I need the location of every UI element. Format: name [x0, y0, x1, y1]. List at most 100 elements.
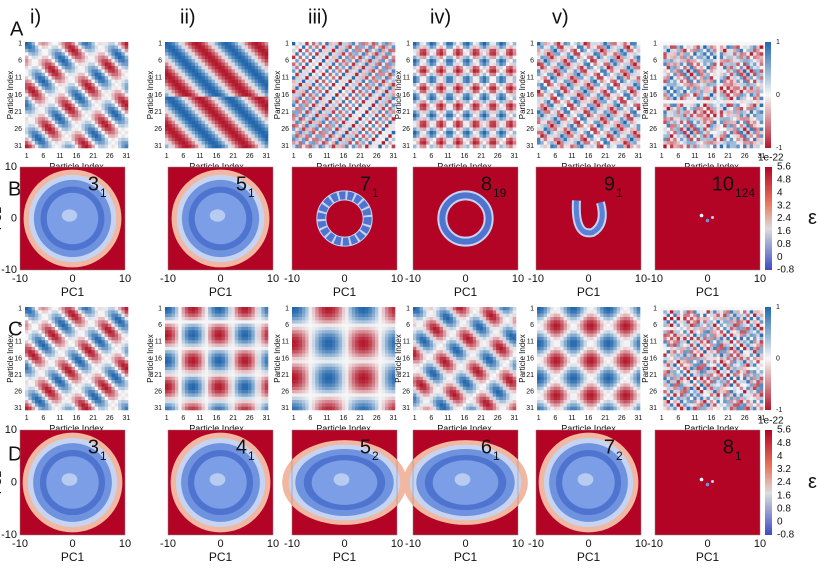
matrix-cell	[416, 65, 420, 70]
matrix-cell	[537, 59, 541, 63]
matrix-cell	[633, 42, 637, 46]
matrix-cell	[264, 144, 269, 149]
matrix-cell	[231, 52, 236, 56]
matrix-cell	[419, 42, 424, 46]
matrix-cell	[244, 72, 249, 77]
matrix-cell	[391, 93, 396, 98]
matrix-cell	[165, 110, 169, 115]
matrix-cell	[248, 113, 252, 118]
matrix-cell	[124, 45, 129, 50]
matrix-cell	[308, 100, 313, 104]
matrix-cell	[171, 48, 176, 53]
matrix-cell	[620, 62, 624, 67]
matrix-cell	[439, 83, 444, 87]
matrix-cell	[41, 69, 46, 74]
matrix-cell	[502, 48, 507, 53]
matrix-cell	[556, 83, 561, 87]
matrix-cell	[64, 76, 69, 80]
matrix-cell	[34, 65, 39, 70]
matrix-cell	[124, 96, 129, 101]
matrix-cell	[58, 144, 62, 149]
matrix-cell	[165, 144, 169, 149]
matrix-cell	[583, 42, 588, 46]
matrix-cell	[512, 59, 517, 63]
matrix-cell	[218, 62, 222, 67]
matrix-cell	[570, 110, 574, 115]
matrix-cell	[413, 86, 417, 91]
matrix-cell	[25, 72, 29, 77]
matrix-cell	[479, 79, 484, 84]
matrix-cell	[459, 76, 464, 80]
matrix-cell	[108, 120, 112, 125]
matrix-cell	[335, 79, 339, 84]
matrix-cell	[241, 86, 246, 91]
matrix-cell	[118, 55, 122, 60]
matrix-cell	[178, 48, 182, 53]
matrix-cell	[626, 89, 631, 94]
matrix-cell	[512, 137, 517, 142]
matrix-cell	[54, 137, 59, 142]
matrix-cell	[214, 89, 219, 94]
matrix-cell	[114, 124, 119, 128]
matrix-cell	[191, 79, 196, 84]
matrix-cell	[540, 106, 544, 111]
matrix-cell	[489, 76, 494, 80]
matrix-cell	[388, 65, 392, 70]
matrix-cell	[633, 144, 637, 149]
matrix-cell	[537, 144, 541, 149]
matrix-cell	[429, 79, 434, 84]
matrix-cell	[191, 69, 196, 74]
matrix-cell	[94, 93, 99, 98]
matrix-cell	[633, 69, 637, 74]
matrix-cell	[432, 42, 437, 46]
matrix-cell	[586, 120, 591, 125]
matrix-cell	[499, 106, 504, 111]
matrix-cell	[341, 144, 346, 149]
matrix-cell	[208, 52, 212, 56]
matrix-cell	[576, 141, 581, 145]
matrix-cell	[613, 100, 618, 104]
matrix-cell	[449, 134, 454, 139]
matrix-cell	[38, 72, 42, 77]
matrix-cell	[338, 134, 343, 139]
matrix-cell	[506, 45, 510, 50]
matrix-cell	[38, 93, 42, 98]
matrix-cell	[244, 103, 249, 108]
matrix-cell	[108, 103, 112, 108]
matrix-cell	[358, 103, 363, 108]
matrix-cell	[318, 76, 323, 80]
matrix-cell	[388, 93, 392, 98]
matrix-cell	[108, 141, 112, 145]
matrix-cell	[165, 120, 169, 125]
matrix-cell	[194, 89, 199, 94]
matrix-cell	[573, 62, 578, 67]
matrix-cell	[358, 59, 363, 63]
matrix-cell	[258, 96, 262, 101]
column-label: iii)	[308, 6, 328, 28]
y-tick-label: 21	[154, 109, 162, 116]
matrix-cell	[64, 106, 69, 111]
matrix-cell	[111, 120, 116, 125]
matrix-cell	[121, 110, 125, 115]
matrix-cell	[325, 86, 329, 91]
matrix-cell	[613, 127, 618, 132]
matrix-cell	[466, 65, 470, 70]
matrix-cell	[218, 69, 222, 74]
matrix-cell	[48, 106, 52, 111]
matrix-cell	[201, 141, 206, 145]
matrix-cell	[422, 59, 427, 63]
matrix-cell	[261, 62, 265, 67]
matrix-cell	[94, 124, 99, 128]
matrix-cell	[165, 48, 169, 53]
matrix-cell	[204, 45, 209, 50]
matrix-cell	[191, 59, 196, 63]
matrix-cell	[71, 96, 76, 101]
matrix-cell	[456, 130, 460, 135]
matrix-cell	[64, 144, 69, 149]
matrix-cell	[492, 113, 497, 118]
matrix-cell	[600, 69, 604, 74]
matrix-cell	[426, 62, 430, 67]
matrix-cell	[566, 89, 571, 94]
matrix-cell	[489, 65, 494, 70]
matrix-cell	[699, 45, 704, 50]
